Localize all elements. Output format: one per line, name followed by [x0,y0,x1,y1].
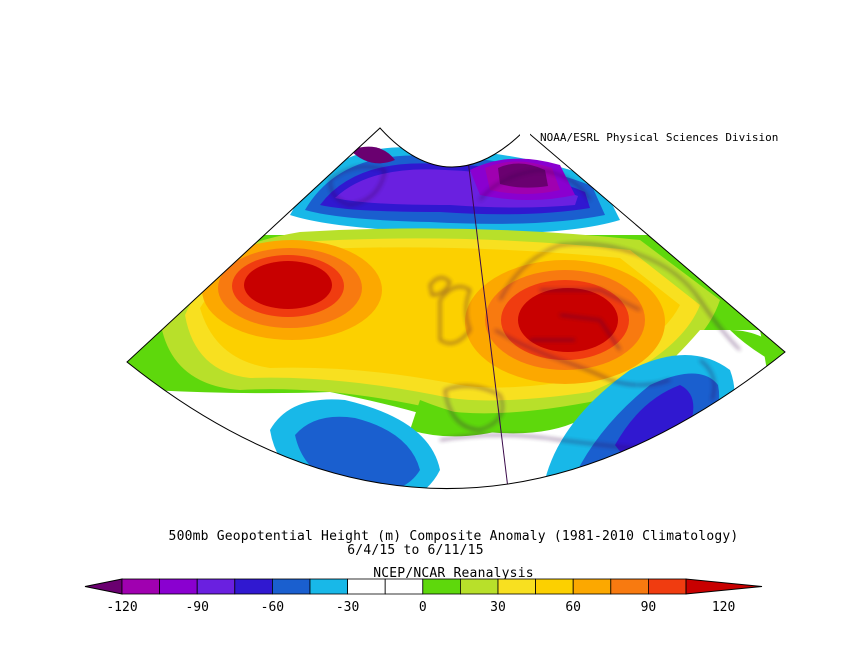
colorbar-tick-label: -90 [185,600,208,615]
colorbar-swatch [535,578,574,595]
coastlines [329,166,761,471]
colorbar-swatch [648,578,687,595]
colorbar-tick-label: 120 [712,600,735,615]
meridian-lines [467,159,511,489]
colorbar-swatch [384,578,424,595]
colorbar-swatch [459,578,499,595]
colorbar-tick-label: 0 [419,600,427,615]
colorbar-tick-label: -30 [336,600,359,615]
colorbar-tick-label: -60 [261,600,284,615]
colorbar-swatch [309,578,348,595]
map-border [126,127,786,489]
date-range: 6/4/15 to 6/11/15 [347,543,484,558]
colorbar-swatch [121,578,160,595]
colorbar-swatch [196,578,236,595]
positive-anomaly-mid-atlantic [202,240,382,340]
colorbar-swatch [422,578,461,595]
colorbar-tick-label: 90 [641,600,657,615]
colorbar-tick-label: -120 [106,600,137,615]
plot-title: 500mb Geopotential Height (m) Composite … [168,529,739,544]
colorbar-tick-label: 60 [565,600,581,615]
colorbar-swatch [159,578,198,595]
colorbar-swatch [271,578,311,595]
colorbar-swatch [234,578,273,595]
dataset-label: NCEP/NCAR Reanalysis [373,566,534,581]
colorbar-swatch [497,578,536,595]
colorbar-swatch [610,578,649,595]
colorbar-tick-label: 30 [490,600,506,615]
negative-anomaly-north [290,146,620,234]
credit-label: NOAA/ESRL Physical Sciences Division [540,131,779,144]
colorbar-swatch [347,578,386,595]
colorbar-right-arrow [685,578,763,595]
colorbar-left-arrow [84,578,123,595]
colorbar-swatch [572,578,612,595]
